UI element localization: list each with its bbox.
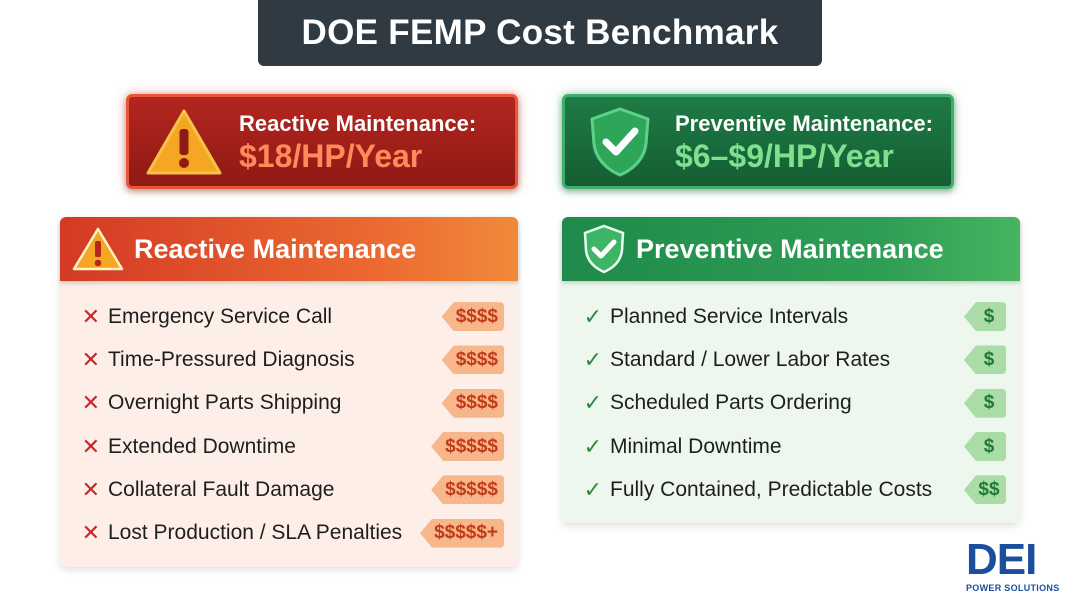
reactive-panel: Reactive Maintenance ✕ Emergency Service… (60, 217, 518, 567)
cost-tag: $ (964, 302, 1006, 332)
item-label: Fully Contained, Predictable Costs (610, 477, 933, 501)
cost-tag: $ (964, 388, 1006, 418)
cost-tag: $$$$$ (431, 432, 504, 462)
item-label: Overnight Parts Shipping (108, 391, 342, 415)
cost-tag: $ (964, 432, 1006, 462)
checkmark-icon: ✓ (583, 476, 602, 502)
reactive-banner-label: Reactive Maintenance: (239, 110, 477, 136)
reactive-panel-title: Reactive Maintenance (134, 233, 417, 264)
shield-check-icon (565, 106, 675, 178)
checkmark-icon: ✓ (583, 433, 602, 459)
preventive-panel-header: Preventive Maintenance (562, 217, 1020, 281)
cost-tag: $$$$$ (431, 475, 504, 505)
warning-icon (129, 107, 239, 177)
list-item: ✓ Fully Contained, Predictable Costs $$ (562, 468, 1020, 511)
x-icon: ✕ (81, 520, 100, 546)
reactive-item-list: ✕ Emergency Service Call $$$$ ✕ Time-Pre… (60, 281, 518, 555)
cost-tag: $ (964, 345, 1006, 375)
x-icon: ✕ (81, 390, 100, 416)
cost-tag: $$$$$+ (420, 518, 504, 548)
logo-subtitle: POWER SOLUTIONS (966, 583, 1060, 593)
item-label: Collateral Fault Damage (108, 477, 335, 501)
item-label: Extended Downtime (108, 434, 296, 458)
list-item: ✕ Overnight Parts Shipping $$$$ (60, 382, 518, 425)
list-item: ✓ Scheduled Parts Ordering $ (562, 382, 1020, 425)
page-title: DOE FEMP Cost Benchmark (301, 13, 779, 52)
item-label: Scheduled Parts Ordering (610, 391, 852, 415)
preventive-item-list: ✓ Planned Service Intervals $ ✓ Standard… (562, 281, 1020, 511)
preventive-banner-value: $6–$9/HP/Year (675, 137, 894, 174)
list-item: ✓ Minimal Downtime $ (562, 425, 1020, 468)
reactive-cost-banner: Reactive Maintenance: $18/HP/Year (126, 94, 518, 189)
warning-icon (60, 217, 134, 281)
item-label: Standard / Lower Labor Rates (610, 347, 891, 371)
list-item: ✕ Extended Downtime $$$$$ (60, 425, 518, 468)
preventive-panel: Preventive Maintenance ✓ Planned Service… (562, 217, 1020, 523)
reactive-banner-value: $18/HP/Year (239, 137, 423, 174)
checkmark-icon: ✓ (583, 303, 602, 329)
x-icon: ✕ (81, 346, 100, 372)
logo-letters: DEI (966, 535, 1037, 584)
item-label: Planned Service Intervals (610, 304, 849, 328)
preventive-cost-banner: Preventive Maintenance: $6–$9/HP/Year (562, 94, 954, 189)
list-item: ✓ Standard / Lower Labor Rates $ (562, 338, 1020, 381)
item-label: Emergency Service Call (108, 304, 333, 328)
x-icon: ✕ (81, 303, 100, 329)
reactive-panel-header: Reactive Maintenance (60, 217, 518, 281)
x-icon: ✕ (81, 433, 100, 459)
company-logo: DEI POWER SOLUTIONS (966, 537, 1070, 597)
list-item: ✕ Collateral Fault Damage $$$$$ (60, 468, 518, 511)
list-item: ✕ Time-Pressured Diagnosis $$$$ (60, 338, 518, 381)
cost-tag: $$ (964, 475, 1006, 505)
x-icon: ✕ (81, 476, 100, 502)
cost-tag: $$$$ (441, 345, 504, 375)
checkmark-icon: ✓ (583, 390, 602, 416)
preventive-panel-title: Preventive Maintenance (636, 233, 944, 264)
item-label: Lost Production / SLA Penalties (108, 521, 403, 545)
preventive-banner-label: Preventive Maintenance: (675, 110, 933, 136)
page-title-box: DOE FEMP Cost Benchmark (258, 0, 822, 66)
item-label: Time-Pressured Diagnosis (108, 347, 355, 371)
list-item: ✓ Planned Service Intervals $ (562, 295, 1020, 338)
list-item: ✕ Emergency Service Call $$$$ (60, 295, 518, 338)
checkmark-icon: ✓ (583, 346, 602, 372)
item-label: Minimal Downtime (610, 434, 782, 458)
shield-check-icon (562, 217, 636, 281)
cost-tag: $$$$ (441, 388, 504, 418)
cost-tag: $$$$ (441, 302, 504, 332)
list-item: ✕ Lost Production / SLA Penalties $$$$$+ (60, 511, 518, 554)
